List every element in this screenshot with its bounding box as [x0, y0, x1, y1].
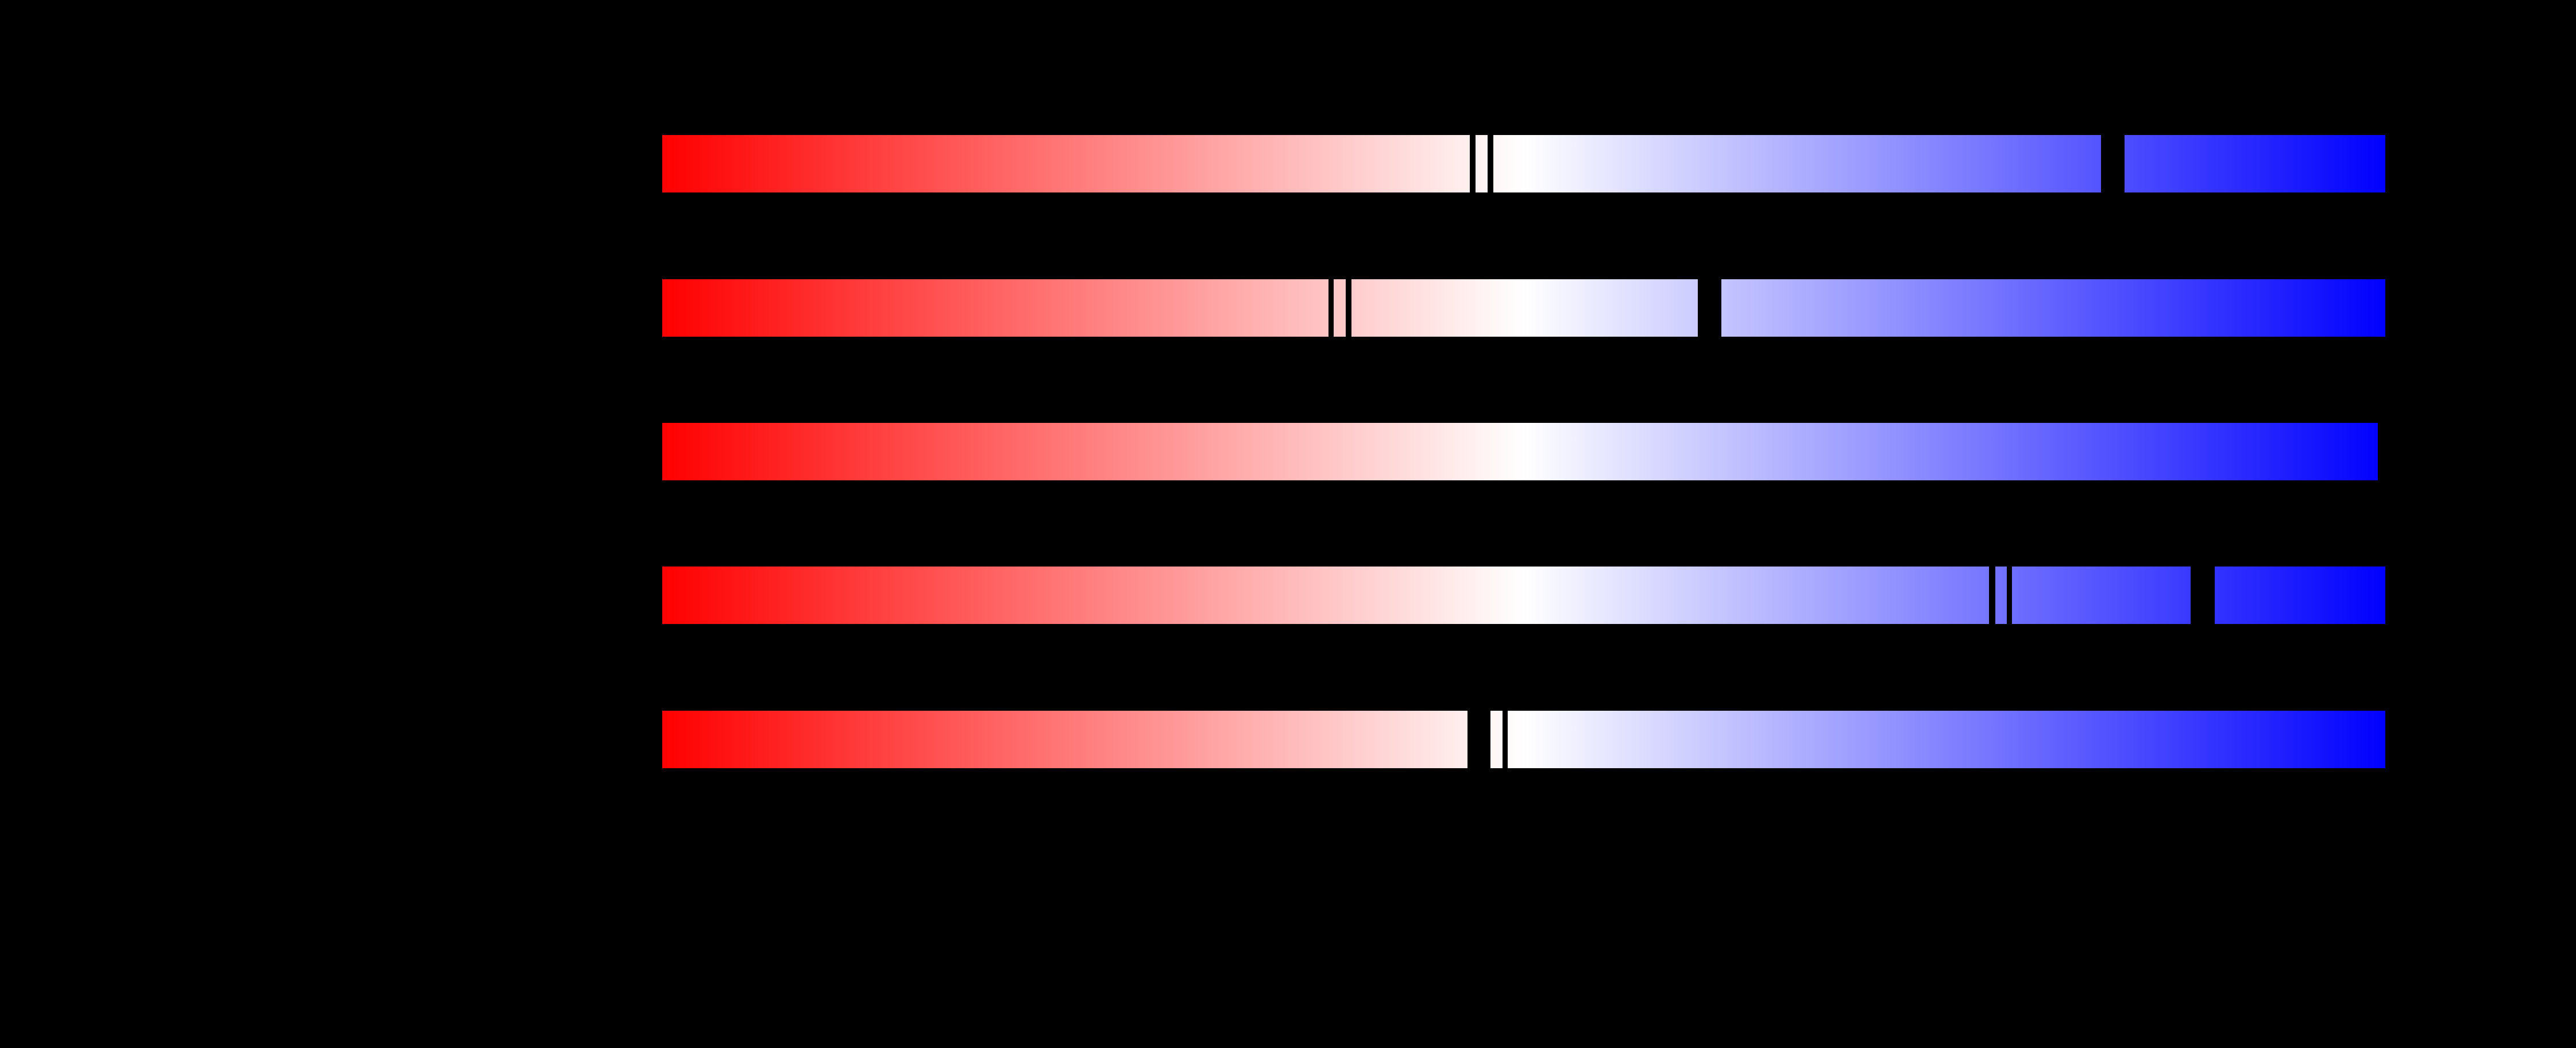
bar-segment: [2012, 567, 2191, 624]
bar-segment: [1995, 567, 2007, 624]
bar-segment: [1721, 279, 2385, 337]
bar-segment: [1476, 135, 1488, 192]
bar-segment: [662, 567, 1989, 624]
bar-segment: [2215, 567, 2385, 624]
bar-segment: [662, 279, 1328, 337]
bar-segment: [662, 135, 1470, 192]
bar-row-3: [0, 423, 2576, 480]
bar-segment: [662, 711, 1467, 768]
bar-row-2: [0, 279, 2576, 337]
bar-segment: [1493, 135, 2101, 192]
bar-segment: [662, 423, 2378, 480]
bar-segment: [1490, 711, 1503, 768]
bar-segment: [2125, 135, 2385, 192]
bar-row-5: [0, 711, 2576, 768]
bar-row-1: [0, 135, 2576, 192]
bar-row-4: [0, 567, 2576, 624]
bar-segment: [1508, 711, 2385, 768]
bar-segment: [1351, 279, 1698, 337]
bar-segment: [1334, 279, 1346, 337]
